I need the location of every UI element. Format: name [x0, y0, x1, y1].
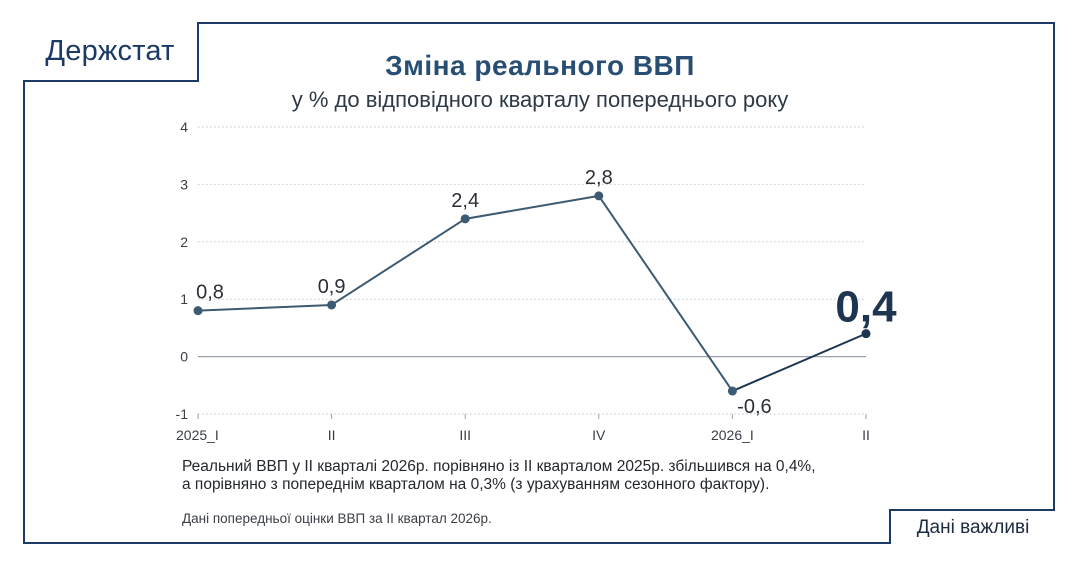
- brand-logo: Держстат: [23, 22, 199, 82]
- data-point: [594, 191, 604, 201]
- chart-subtitle: у % до відповідного кварталу попередньог…: [291, 87, 789, 112]
- series-segment: [197, 303, 332, 312]
- data-label: -0,6: [737, 396, 771, 418]
- x-tick-label: III: [459, 427, 471, 443]
- x-tick-label: IV: [592, 427, 606, 443]
- y-tick-label: 2: [180, 234, 188, 250]
- summary-line-2: а порівняно з попереднім кварталом на 0,…: [182, 476, 770, 493]
- data-label: 0,8: [196, 282, 224, 304]
- x-tick-label: 2026_I: [711, 427, 754, 443]
- outer-frame: [23, 22, 1055, 544]
- y-tick-label: -1: [176, 406, 189, 422]
- y-tick-label: 3: [180, 176, 188, 192]
- data-label: 2,4: [451, 190, 479, 212]
- x-tick-label: 2025_I: [176, 427, 219, 443]
- summary-line-1: Реальний ВВП у II кварталі 2026р. порівн…: [182, 458, 816, 475]
- data-point: [727, 386, 737, 396]
- data-label: 2,8: [585, 167, 613, 189]
- x-tick-label: II: [862, 427, 870, 443]
- data-point: [460, 214, 470, 224]
- data-point: [327, 300, 337, 310]
- y-tick-label: 4: [180, 119, 188, 135]
- x-tick-label: II: [328, 427, 336, 443]
- data-point: [861, 329, 871, 339]
- data-label: 0,4: [835, 283, 897, 332]
- summary-note: Реальний ВВП у II кварталі 2026р. порівн…: [182, 458, 902, 494]
- series-segment: [465, 194, 599, 220]
- data-point: [193, 306, 203, 316]
- series-segment: [597, 195, 734, 392]
- series-segment: [732, 332, 867, 392]
- y-tick-label: 0: [180, 349, 188, 365]
- data-matters-badge: Дані важливі: [889, 509, 1055, 544]
- source-note: Дані попередньої оцінки ВВП за II кварта…: [182, 511, 492, 526]
- chart-title: Зміна реального ВВП: [385, 50, 695, 81]
- data-label: 0,9: [318, 276, 346, 298]
- series-segment: [331, 217, 466, 306]
- y-tick-label: 1: [180, 291, 188, 307]
